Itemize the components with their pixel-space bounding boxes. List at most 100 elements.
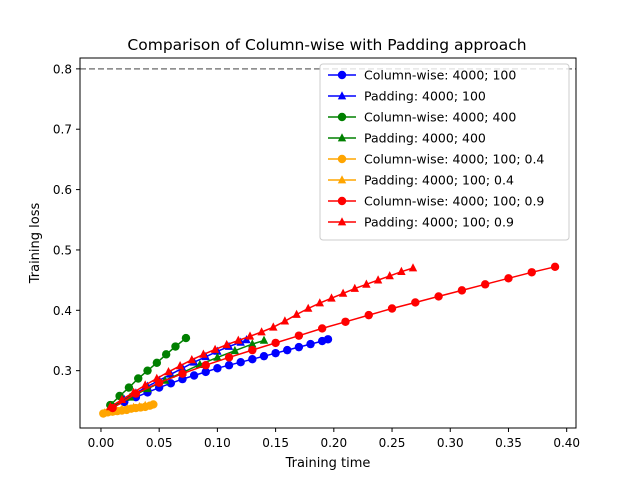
data-point xyxy=(224,353,234,362)
y-axis-label: Training loss xyxy=(28,203,43,285)
data-point xyxy=(550,262,560,272)
legend-marker xyxy=(337,70,347,80)
x-tick-label: 0.40 xyxy=(553,436,580,450)
data-point xyxy=(123,403,132,412)
data-point xyxy=(152,373,161,382)
series-7 xyxy=(106,263,418,411)
legend-item: Padding: 4000; 100; 0.9 xyxy=(328,215,514,230)
y-tick-label: 0.4 xyxy=(53,304,72,318)
data-point xyxy=(171,342,180,351)
data-point xyxy=(434,292,443,301)
data-point xyxy=(271,348,280,358)
data-point xyxy=(129,402,138,411)
data-point xyxy=(117,404,127,413)
data-point xyxy=(106,402,115,411)
series-6 xyxy=(108,262,560,413)
data-point xyxy=(527,268,536,277)
plot-area xyxy=(80,68,576,418)
data-point xyxy=(408,263,418,272)
data-point xyxy=(245,331,255,340)
data-point xyxy=(271,338,280,348)
data-point xyxy=(323,335,333,344)
legend-label: Column-wise: 4000; 100 xyxy=(364,68,516,83)
y-axis: 0.3 0.4 0.5 0.6 0.7 0.8 xyxy=(53,62,80,378)
legend-item: Column-wise: 4000; 100 xyxy=(328,68,516,83)
data-point xyxy=(141,380,150,389)
legend-marker xyxy=(337,217,347,226)
data-point xyxy=(201,361,210,370)
data-point xyxy=(457,286,467,295)
data-point xyxy=(134,374,143,383)
x-tick-label: 0.05 xyxy=(146,436,173,450)
data-point xyxy=(364,310,373,320)
data-point xyxy=(224,361,234,370)
data-point xyxy=(152,358,162,368)
data-point xyxy=(280,316,290,325)
data-point xyxy=(201,367,210,377)
legend-label: Column-wise: 4000; 400 xyxy=(364,110,516,125)
data-point xyxy=(315,298,324,307)
legend-item: Column-wise: 4000; 100; 0.4 xyxy=(328,152,544,167)
x-tick-label: 0.00 xyxy=(88,436,115,450)
data-point xyxy=(387,304,397,313)
legend-label: Column-wise: 4000; 100; 0.9 xyxy=(364,194,544,209)
data-point xyxy=(166,379,176,388)
data-point xyxy=(213,364,222,373)
legend-label: Padding: 4000; 100 xyxy=(364,89,486,104)
data-point xyxy=(143,366,152,375)
data-point xyxy=(259,335,269,344)
data-point xyxy=(294,342,304,352)
x-tick-label: 0.20 xyxy=(320,436,347,450)
x-axis: 0.00 0.05 0.10 0.15 0.20 0.25 0.30 0.35 0.40 xyxy=(88,428,580,450)
data-point xyxy=(257,327,266,336)
data-point xyxy=(236,358,245,367)
data-point xyxy=(350,283,359,292)
legend-marker xyxy=(337,133,347,142)
data-point xyxy=(283,345,292,355)
legend-marker xyxy=(337,112,347,122)
data-point xyxy=(230,345,240,355)
data-point xyxy=(187,355,196,364)
y-tick-label: 0.7 xyxy=(53,123,72,137)
data-point xyxy=(385,271,394,280)
legend-marker xyxy=(337,91,347,100)
data-point xyxy=(117,394,127,403)
data-point xyxy=(373,275,383,284)
data-point xyxy=(210,344,220,353)
x-tick-label: 0.25 xyxy=(379,436,406,450)
data-point xyxy=(222,339,231,349)
legend: Column-wise: 4000; 100 Padding: 4000; 100… xyxy=(319,63,570,241)
data-point xyxy=(362,279,371,288)
data-point xyxy=(124,383,134,392)
x-axis-label: Training time xyxy=(285,456,371,471)
legend-box xyxy=(319,63,570,241)
data-point xyxy=(189,371,199,380)
data-point xyxy=(259,351,269,361)
y-tick-label: 0.6 xyxy=(53,183,72,197)
data-point xyxy=(480,280,490,289)
chart-title: Comparison of Column-wise with Padding a… xyxy=(127,36,526,54)
data-point xyxy=(199,349,208,358)
legend-label: Padding: 4000; 400 xyxy=(364,131,486,146)
legend-item: Padding: 4000; 400 xyxy=(328,131,486,146)
data-point xyxy=(269,322,278,331)
data-point xyxy=(411,298,420,307)
x-tick-label: 0.30 xyxy=(437,436,464,450)
data-point xyxy=(317,324,327,333)
legend-item: Column-wise: 4000; 400 xyxy=(328,110,516,125)
data-point xyxy=(397,266,406,275)
y-tick-label: 0.5 xyxy=(53,243,72,257)
data-point xyxy=(292,309,301,318)
legend-marker xyxy=(337,175,347,184)
legend-item: Padding: 4000; 100; 0.4 xyxy=(328,173,514,188)
data-point xyxy=(213,352,222,361)
data-point xyxy=(248,345,257,355)
legend-label: Padding: 4000; 100; 0.4 xyxy=(364,173,514,188)
data-point xyxy=(149,400,158,409)
data-point xyxy=(129,387,138,396)
data-point xyxy=(178,369,187,378)
legend-marker xyxy=(337,196,347,206)
y-tick-label: 0.3 xyxy=(53,364,72,378)
data-point xyxy=(306,339,315,349)
